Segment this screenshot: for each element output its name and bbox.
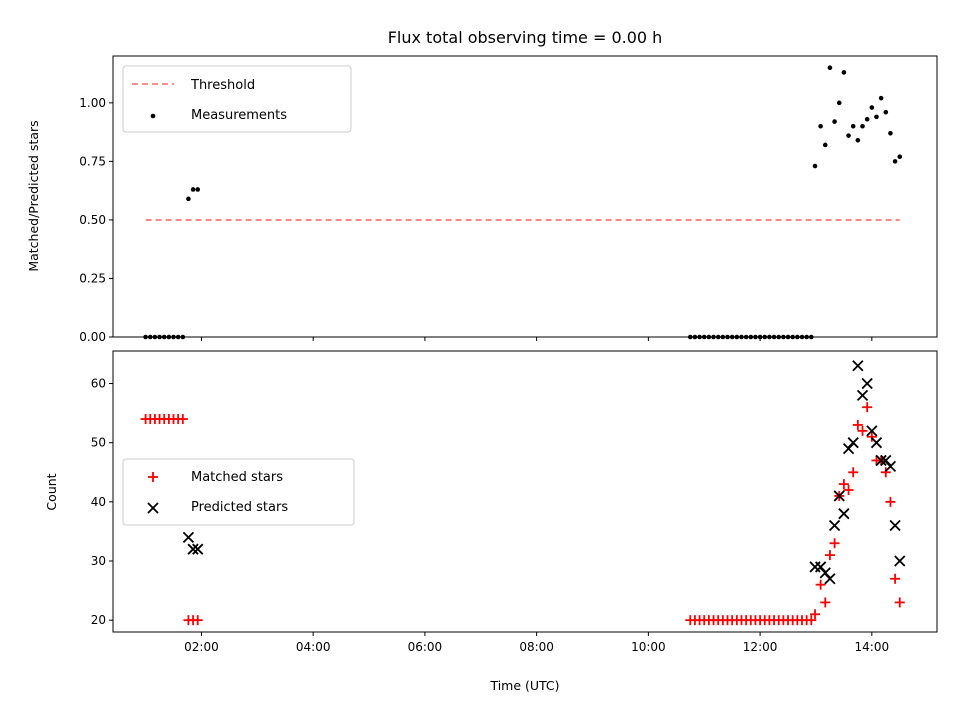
x-tick-label: 04:00	[296, 640, 331, 654]
predicted-stars-point	[875, 454, 887, 467]
top-chart-title: Flux total observing time = 0.00 h	[388, 28, 663, 47]
predicted-stars-point	[824, 573, 836, 585]
bottom-y-axis-label: Count	[44, 473, 59, 510]
legend-predicted-swatch	[147, 502, 159, 514]
predicted-stars-point	[856, 389, 869, 402]
top-y-tick-label: 0.00	[79, 330, 106, 344]
top-y-tick-label: 0.50	[79, 213, 106, 227]
measurement-point	[812, 163, 818, 169]
predicted-stars-point	[847, 437, 859, 449]
measurement-point	[186, 196, 191, 202]
measurement-point	[869, 105, 875, 110]
legend-matched-label: Matched stars	[191, 470, 283, 485]
predicted-stars-point	[192, 543, 204, 555]
top-marks	[143, 65, 903, 340]
x-tick-label: 10:00	[631, 640, 666, 654]
matched-stars-point	[866, 431, 877, 442]
matched-stars-point	[894, 597, 905, 608]
predicted-stars-point	[187, 543, 199, 555]
measurement-point	[860, 123, 865, 129]
bottom-marks	[140, 360, 906, 626]
x-tick-label: 08:00	[519, 640, 554, 654]
top-plot: 0.00 0.25 0.50 0.75 1.00 Matched/Predicted s…	[26, 55, 938, 344]
matched-stars-point	[815, 579, 826, 590]
x-axis-label: Time (UTC)	[489, 678, 559, 693]
matched-stars-point	[820, 597, 831, 608]
measurement-point	[190, 187, 196, 192]
predicted-stars-point	[833, 490, 845, 502]
predicted-stars-point	[884, 460, 897, 472]
predicted-stars-point	[182, 531, 195, 543]
measurement-point	[888, 130, 893, 136]
matched-stars-point	[885, 496, 896, 507]
x-tick-label: 12:00	[743, 640, 778, 654]
predicted-stars-point	[852, 360, 864, 372]
matched-stars-point	[852, 419, 863, 430]
legend-measurements-label: Measurements	[191, 108, 287, 123]
x-tick-label: 06:00	[408, 640, 443, 654]
predicted-stars-point	[870, 437, 883, 449]
legend-matched-swatch	[148, 472, 158, 482]
legend-measurements-swatch	[150, 113, 156, 119]
measurement-point	[195, 187, 201, 192]
measurement-point	[883, 109, 889, 115]
matched-stars-point	[890, 573, 901, 584]
top-y-tick-label: 1.00	[79, 96, 106, 110]
matched-stars-point	[848, 467, 859, 478]
matched-stars-point	[838, 479, 849, 490]
matched-stars-point	[862, 402, 873, 413]
matched-stars-point	[824, 550, 835, 561]
legend-threshold-label: Threshold	[190, 78, 255, 93]
predicted-stars-point	[894, 555, 906, 567]
measurement-point	[878, 95, 884, 101]
measurement-point	[874, 114, 879, 120]
top-ticks: 0.00 0.25 0.50 0.75 1.00	[79, 96, 873, 344]
measurement-point	[841, 70, 847, 75]
matched-stars-point	[880, 467, 891, 478]
matched-stars-point	[177, 414, 188, 425]
matched-stars-point	[843, 485, 854, 496]
top-y-axis-label: Matched/Predicted stars	[26, 120, 41, 271]
bottom-y-tick-label: 40	[91, 495, 106, 509]
predicted-stars-point	[866, 425, 878, 437]
top-legend: Threshold Measurements	[122, 65, 352, 133]
measurement-point	[892, 159, 898, 164]
x-tick-label: 14:00	[855, 640, 890, 654]
top-y-tick-label: 0.25	[79, 271, 106, 285]
bottom-plot: 20 30 40 50 60 02:00 04:00 06:00 08:00 10:00 12:00…	[44, 350, 938, 693]
predicted-stars-point	[838, 508, 850, 520]
measurement-point	[836, 100, 842, 106]
matched-stars-point	[192, 615, 203, 626]
bottom-y-tick-label: 50	[91, 436, 106, 450]
measurement-point	[827, 65, 833, 71]
predicted-stars-point	[828, 519, 841, 532]
matched-stars-point	[829, 538, 840, 549]
matched-stars-point	[806, 615, 817, 626]
measurement-point	[822, 142, 828, 148]
top-plot-frame	[112, 55, 938, 338]
bottom-y-tick-label: 30	[91, 554, 106, 568]
bottom-y-tick-label: 20	[91, 613, 106, 627]
matched-stars-point	[810, 609, 821, 620]
bottom-legend-box	[122, 458, 355, 526]
measurement-point	[864, 116, 870, 122]
predicted-stars-point	[889, 519, 901, 532]
bottom-plot-frame	[112, 350, 938, 633]
legend-predicted-label: Predicted stars	[191, 500, 288, 515]
predicted-stars-point	[861, 377, 873, 390]
top-legend-box	[122, 65, 352, 133]
matched-stars-point	[857, 425, 868, 436]
measurement-point	[897, 154, 903, 159]
bottom-ticks: 20 30 40 50 60 02:00 04:00 06:00 08:00 10:00 12:00…	[91, 377, 889, 654]
bottom-y-tick-label: 60	[91, 377, 106, 391]
measurement-point	[818, 123, 823, 129]
measurement-point	[832, 119, 837, 124]
measurement-point	[855, 138, 861, 143]
bottom-legend: Matched stars Predicted stars	[122, 458, 355, 526]
x-tick-label: 02:00	[184, 640, 219, 654]
measurement-point	[846, 133, 851, 138]
top-y-tick-label: 0.75	[79, 154, 106, 168]
measurement-point	[850, 123, 856, 129]
